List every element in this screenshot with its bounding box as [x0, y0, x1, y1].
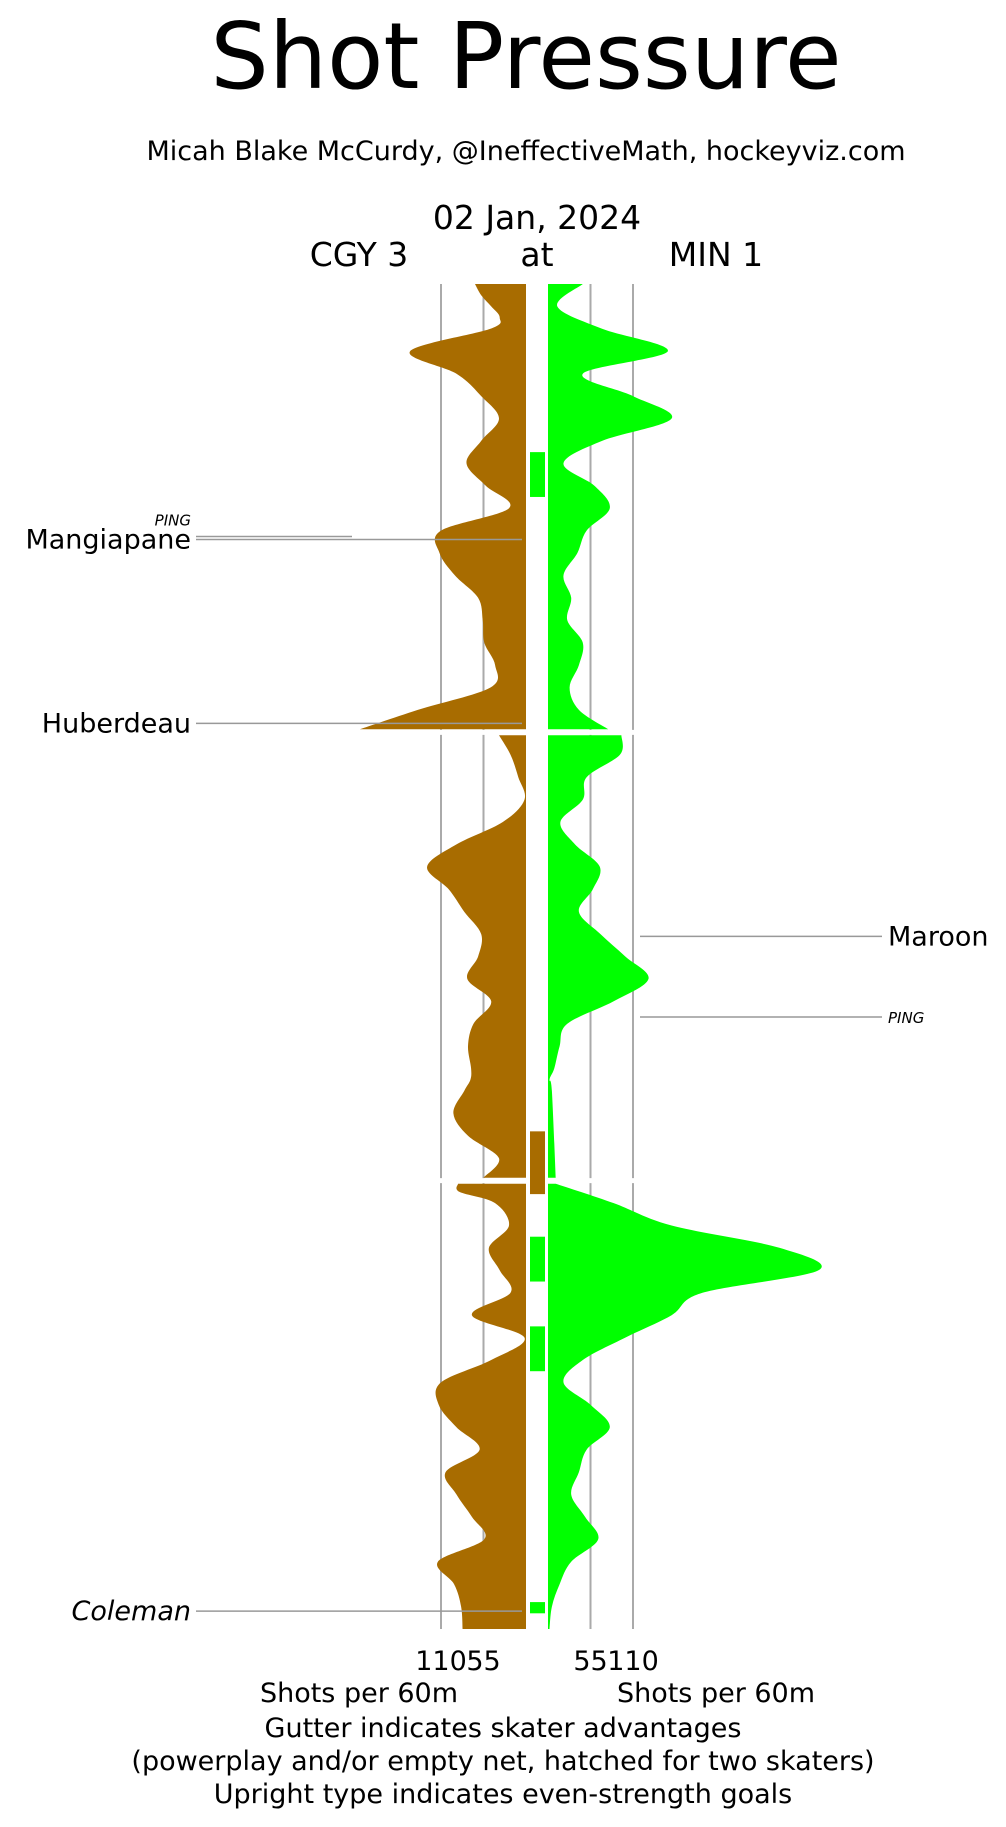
pressure-areas: [180, 284, 822, 1629]
away-team-score: CGY 3: [310, 235, 409, 274]
chart-subtitle: Micah Blake McCurdy, @IneffectiveMath, h…: [146, 136, 905, 167]
gutter-bar-1: [530, 452, 545, 497]
x-axis-label-left: Shots per 60m: [260, 1678, 458, 1709]
gutter-bar-4: [530, 1326, 545, 1372]
home-area-period-3: [548, 1183, 822, 1629]
home-team-score: MIN 1: [669, 235, 763, 274]
away-area-period-3: [435, 1183, 526, 1629]
away-area-period-2: [427, 735, 526, 1178]
goal-label-3: Maroon: [888, 921, 989, 952]
goal-label-2: Huberdeau: [42, 708, 191, 739]
home-area-period-1: [548, 284, 673, 730]
gutter-advantages: [530, 452, 545, 1614]
goal-label-1: Mangiapane: [25, 525, 191, 556]
x-tick-labels: 110 55 55 110: [415, 1646, 659, 1677]
goal-label-4: PING: [888, 1009, 924, 1027]
footer-note-hatched: (powerplay and/or empty net, hatched for…: [131, 1746, 874, 1777]
x-axis-label-right: Shots per 60m: [617, 1678, 815, 1709]
x-tick-label-4: 110: [607, 1646, 659, 1677]
goal-note-1: PING: [155, 512, 191, 530]
goal-label-5: Coleman: [72, 1596, 191, 1627]
away-area-period-1: [359, 284, 526, 730]
x-tick-label-3: 55: [573, 1646, 607, 1677]
footer-note-gutter: Gutter indicates skater advantages: [265, 1713, 742, 1744]
game-date: 02 Jan, 2024: [433, 198, 641, 237]
x-tick-label-2: 55: [466, 1646, 500, 1677]
x-tick-label-1: 110: [415, 1646, 467, 1677]
gutter-bar-2: [530, 1131, 545, 1195]
gutter-bar-5: [530, 1602, 545, 1614]
footer-note-upright: Upright type indicates even-strength goa…: [214, 1779, 792, 1810]
at-label: at: [520, 235, 553, 274]
chart-title: Shot Pressure: [210, 3, 841, 110]
home-area-period-2: [548, 735, 649, 1178]
gutter-bar-3: [530, 1236, 545, 1282]
